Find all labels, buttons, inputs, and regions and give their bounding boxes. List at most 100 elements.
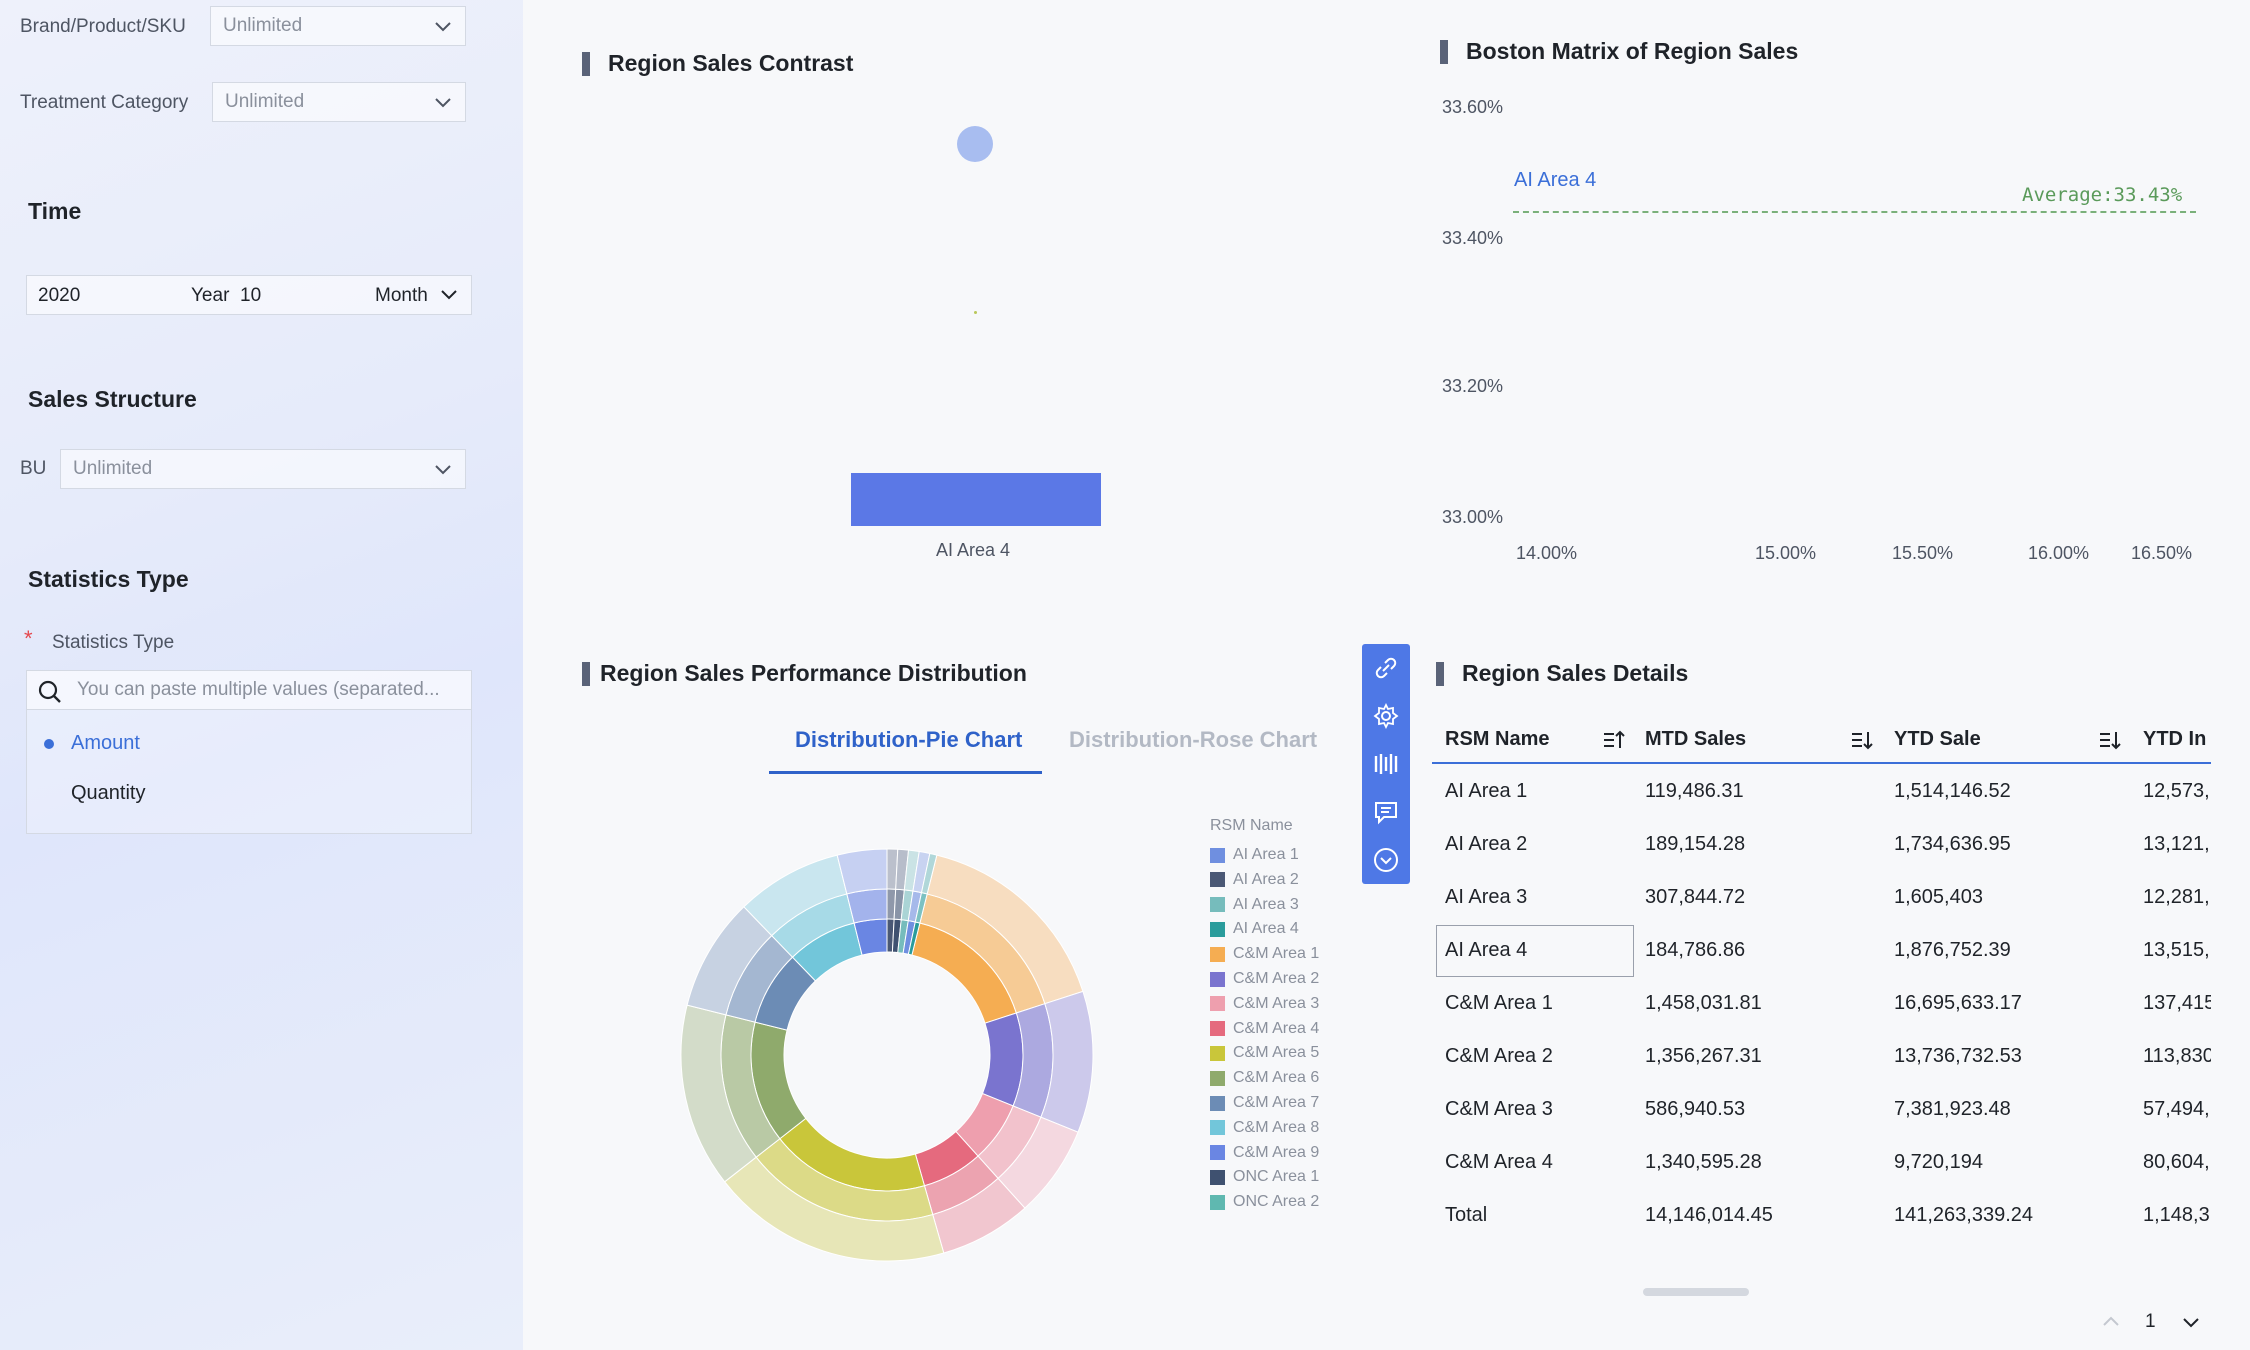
required-mark: * <box>24 626 33 651</box>
table-row[interactable]: AI Area 3 307,844.72 1,605,403 12,281, <box>1432 872 2211 925</box>
brand-select[interactable]: Unlimited <box>210 6 466 46</box>
legend-label: C&M Area 3 <box>1233 994 1320 1012</box>
chevron-down-icon <box>435 22 451 32</box>
legend-item[interactable]: C&M Area 3 <box>1210 995 1319 1013</box>
collapse-icon[interactable] <box>1372 846 1400 874</box>
legend-label: C&M Area 6 <box>1233 1069 1320 1087</box>
contrast-dot[interactable] <box>957 126 993 162</box>
chevron-down-icon[interactable] <box>439 285 459 305</box>
legend-item[interactable]: AI Area 4 <box>1210 920 1299 938</box>
table-row[interactable]: C&M Area 4 1,340,595.28 9,720,194 80,604, <box>1432 1137 2211 1190</box>
table-cell: AI Area 4 <box>1445 939 1528 961</box>
legend-item[interactable]: C&M Area 2 <box>1210 970 1319 988</box>
table-cell: 586,940.53 <box>1645 1098 1746 1120</box>
option-amount[interactable]: Amount <box>71 732 140 754</box>
boston-title-text: Boston Matrix of Region Sales <box>1466 38 1799 64</box>
table-cell: 1,340,595.28 <box>1645 1151 1762 1173</box>
table-cell: 119,486.31 <box>1645 780 1744 802</box>
table-row[interactable]: C&M Area 2 1,356,267.31 13,736,732.53 113,8… <box>1432 1031 2211 1084</box>
table-row[interactable]: C&M Area 3 586,940.53 7,381,923.48 57,494, <box>1432 1084 2211 1137</box>
table-cell: AI Area 3 <box>1445 886 1528 908</box>
table-row[interactable]: AI Area 1 119,486.31 1,514,146.52 12,573, <box>1432 766 2211 819</box>
option-quantity[interactable]: Quantity <box>71 782 146 804</box>
legend-swatch <box>1210 872 1225 888</box>
search-icon <box>38 680 61 703</box>
legend-label: AI Area 1 <box>1233 846 1299 863</box>
legend-swatch <box>1210 1169 1225 1185</box>
donut-slice[interactable] <box>981 1012 1024 1107</box>
table-cell: 113,830 <box>2143 1045 2211 1067</box>
col-header-mtd-sales[interactable]: MTD Sales <box>1645 728 1747 750</box>
selected-cell-outline <box>1436 925 1634 977</box>
sort-icon[interactable] <box>1602 728 1626 752</box>
legend-label: AI Area 4 <box>1233 920 1299 938</box>
columns-icon[interactable] <box>1372 750 1400 778</box>
legend-item[interactable]: C&M Area 4 <box>1210 1020 1319 1038</box>
brand-select-value: Unlimited <box>223 15 303 36</box>
distribution-donut-chart[interactable] <box>677 845 1097 1265</box>
x-tick-label: 16.50% <box>2131 543 2193 563</box>
comment-icon[interactable] <box>1372 798 1400 826</box>
legend-item[interactable]: C&M Area 5 <box>1210 1044 1319 1062</box>
table-cell: 13,515, <box>2143 939 2210 961</box>
sort-icon[interactable] <box>1850 728 1874 752</box>
contrast-title: Region Sales Contrast <box>582 50 853 77</box>
legend-item[interactable]: ONC Area 1 <box>1210 1168 1319 1186</box>
donut-slice[interactable] <box>846 888 888 924</box>
table-cell: Total <box>1445 1204 1488 1226</box>
y-tick-label: 33.00% <box>1442 507 1504 527</box>
details-title: Region Sales Details <box>1436 660 1688 687</box>
tab-pie-chart[interactable]: Distribution-Pie Chart <box>795 727 1023 752</box>
legend-item[interactable]: C&M Area 8 <box>1210 1119 1319 1137</box>
gear-icon[interactable] <box>1372 702 1400 730</box>
donut-slice[interactable] <box>920 852 938 895</box>
legend-swatch <box>1210 1070 1225 1086</box>
legend-swatch <box>1210 897 1225 913</box>
col-header-rsm-name[interactable]: RSM Name <box>1445 728 1550 750</box>
table-row[interactable]: C&M Area 1 1,458,031.81 16,695,633.17 137,4… <box>1432 978 2211 1031</box>
statistics-search-input[interactable]: You can paste multiple values (separated… <box>26 670 472 710</box>
horizontal-scrollbar[interactable] <box>1643 1288 1749 1296</box>
legend-label: ONC Area 1 <box>1233 1168 1320 1186</box>
legend-swatch <box>1210 971 1225 987</box>
legend-item[interactable]: C&M Area 1 <box>1210 945 1319 963</box>
table-row[interactable]: AI Area 4 184,786.86 1,876,752.39 13,515, <box>1432 925 2211 978</box>
legend-item[interactable]: C&M Area 6 <box>1210 1069 1319 1087</box>
treatment-label: Treatment Category <box>20 92 189 113</box>
table-cell: 1,356,267.31 <box>1645 1045 1762 1067</box>
page-number: 1 <box>2145 1311 2156 1332</box>
legend-item[interactable]: AI Area 3 <box>1210 896 1299 914</box>
table-cell: 9,720,194 <box>1894 1151 1983 1173</box>
time-section-title: Time <box>28 198 82 224</box>
legend-item[interactable]: ONC Area 2 <box>1210 1193 1319 1211</box>
legend-item[interactable]: C&M Area 7 <box>1210 1094 1319 1112</box>
legend-item[interactable]: C&M Area 9 <box>1210 1144 1319 1162</box>
time-picker[interactable]: 2020 Year 10 Month <box>26 275 472 315</box>
legend-item[interactable]: AI Area 1 <box>1210 846 1299 864</box>
link-icon[interactable] <box>1372 654 1400 682</box>
contrast-bar[interactable] <box>851 473 1101 526</box>
col-header-ytd-sale[interactable]: YTD Sale <box>1894 728 1981 750</box>
treatment-select[interactable]: Unlimited <box>212 82 466 122</box>
legend-label: C&M Area 9 <box>1233 1143 1320 1161</box>
table-cell: 1,514,146.52 <box>1894 780 2011 802</box>
chevron-down-icon[interactable] <box>2180 1311 2202 1333</box>
contrast-bar-label: AI Area 4 <box>936 540 1011 560</box>
contrast-small-dot <box>974 311 977 314</box>
col-header-ytd-in[interactable]: YTD In <box>2143 728 2207 750</box>
table-cell: 1,876,752.39 <box>1894 939 2011 961</box>
table-cell: 16,695,633.17 <box>1894 992 2022 1014</box>
table-cell: 12,573, <box>2143 780 2210 802</box>
chevron-up-icon[interactable] <box>2100 1311 2122 1333</box>
legend-swatch <box>1210 1194 1225 1210</box>
legend-item[interactable]: AI Area 2 <box>1210 871 1299 889</box>
bu-select[interactable]: Unlimited <box>60 449 466 489</box>
sort-icon[interactable] <box>2098 728 2122 752</box>
legend-swatch <box>1210 847 1225 863</box>
legend-title: RSM Name <box>1210 817 1293 834</box>
table-row[interactable]: Total 14,146,014.45 141,263,339.24 1,148,3 <box>1432 1190 2211 1236</box>
legend-label: ONC Area 2 <box>1233 1193 1320 1211</box>
tab-rose-chart[interactable]: Distribution-Rose Chart <box>1069 727 1318 752</box>
table-cell: 12,281, <box>2143 886 2210 908</box>
table-row[interactable]: AI Area 2 189,154.28 1,734,636.95 13,121, <box>1432 819 2211 872</box>
